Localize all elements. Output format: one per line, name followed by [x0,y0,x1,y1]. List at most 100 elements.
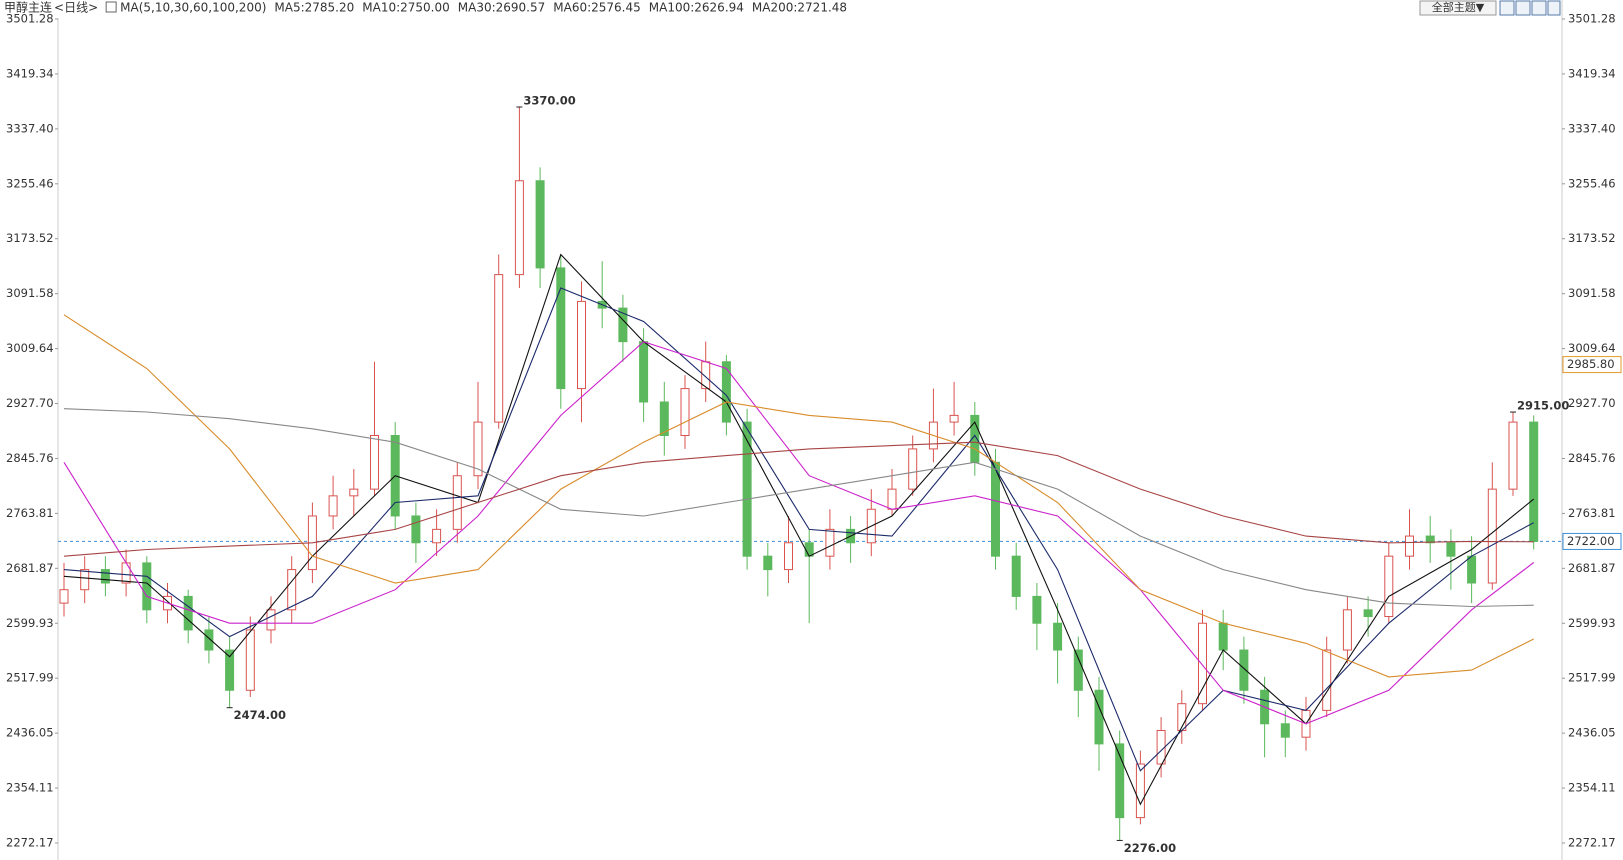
candle-body [804,542,814,557]
candle-body [80,569,90,591]
y-tick-label: 2354.11 [6,781,54,795]
candle-body [784,542,793,571]
candle-body [742,421,752,557]
candle-body [1280,723,1290,738]
candle-body [266,609,276,631]
candle-body [287,569,297,611]
candle-body [1218,622,1228,651]
y-tick-label: 2517.99 [1568,671,1616,685]
candle-body [1239,649,1249,691]
y-tick-label: 3009.64 [6,341,54,355]
candle-body [514,180,524,276]
theme-button[interactable] [1419,0,1497,16]
toolbar-icon[interactable] [1499,0,1515,16]
candle-body [887,488,897,510]
toolbar-icon[interactable] [1531,0,1547,16]
candle-body [432,528,442,544]
header-icon [105,1,117,13]
candle-body [349,488,359,497]
candle-body [1467,555,1477,584]
annotation-label: 2915.00 [1517,399,1569,413]
toolbar: 全部主题▼ [1419,0,1561,16]
candle-body [370,435,379,490]
ma-line [63,441,1534,557]
candle-body [1508,421,1518,490]
candle-body [1198,622,1207,705]
y-tick-label: 3337.40 [1568,121,1616,135]
price-marker-label: 2722.00 [1567,534,1615,548]
candle-body [452,475,462,530]
ma-line [63,341,1535,725]
y-tick-label: 2927.70 [6,396,54,410]
candle-body [494,274,504,423]
y-tick-label: 2272.17 [6,836,54,850]
candle-body [121,562,131,584]
y-tick-label: 3501.28 [6,12,54,26]
price-marker-box [1562,532,1622,550]
y-tick-label: 2681.87 [1568,561,1616,575]
price-marker-label: 2985.80 [1567,357,1615,371]
candle-body [1425,535,1435,544]
candle-body [328,495,338,517]
candle-body [1011,555,1021,597]
header-text: MA10:2750.00 [362,1,450,15]
candle-body [659,401,669,437]
header-text: MA100:2626.94 [649,1,744,15]
y-tick-label: 2272.17 [1568,836,1616,850]
toolbar-icon[interactable] [1547,0,1561,16]
header-text: MA30:2690.57 [458,1,546,15]
y-tick-label: 2763.81 [1568,506,1616,520]
header-text: MA5:2785.20 [274,1,354,15]
header-text: <日线> [54,1,98,15]
y-tick-label: 2927.70 [1568,396,1616,410]
y-tick-label: 2599.93 [1568,616,1616,630]
price-marker-box [1562,356,1622,374]
header-text: MA200:2721.48 [752,1,847,15]
y-tick-label: 2845.76 [6,451,54,465]
candle-body [763,555,773,571]
y-tick-label: 3255.46 [1568,176,1616,190]
y-tick-label: 3419.34 [1568,66,1616,80]
candle-body [825,528,835,557]
candle-body [1446,542,1456,557]
y-tick-label: 3255.46 [6,176,54,190]
y-tick-label: 2354.11 [1568,781,1616,795]
candle-body [1073,649,1083,691]
candle-body [142,562,152,611]
candle-body [1135,763,1145,819]
candle-body [1342,609,1352,651]
candle-body [225,649,235,691]
y-tick-label: 3091.58 [6,286,54,300]
y-tick-label: 2436.05 [1568,726,1616,740]
theme-button-label[interactable]: 全部主题▼ [1432,0,1485,14]
y-tick-label: 3091.58 [1568,286,1616,300]
candle-body [908,448,918,490]
ma-line [63,408,1534,608]
y-tick-label: 3009.64 [1568,341,1616,355]
ma-line [63,314,1534,678]
candle-body [1322,649,1332,711]
y-tick-label: 3337.40 [6,121,54,135]
annotation-label: 2276.00 [1124,841,1176,855]
candle-body [721,361,731,423]
toolbar-icon[interactable] [1515,0,1531,16]
y-tick-label: 3501.28 [1568,12,1616,26]
candle-body [680,388,690,437]
candle-body [1032,595,1042,624]
y-tick-label: 3419.34 [6,66,54,80]
candle-body [245,629,255,691]
candle-body [1053,622,1063,651]
y-tick-label: 2517.99 [6,671,54,685]
candle-body [535,180,545,269]
y-tick-label: 2763.81 [6,506,54,520]
header-text: MA60:2576.45 [553,1,641,15]
annotation-label: 2474.00 [234,708,286,722]
annotation-label: 3370.00 [523,94,575,108]
candle-body [1529,421,1539,542]
header-text: MA(5,10,30,60,100,200) [120,1,266,15]
y-tick-label: 2845.76 [1568,451,1616,465]
candle-body [1487,488,1497,584]
